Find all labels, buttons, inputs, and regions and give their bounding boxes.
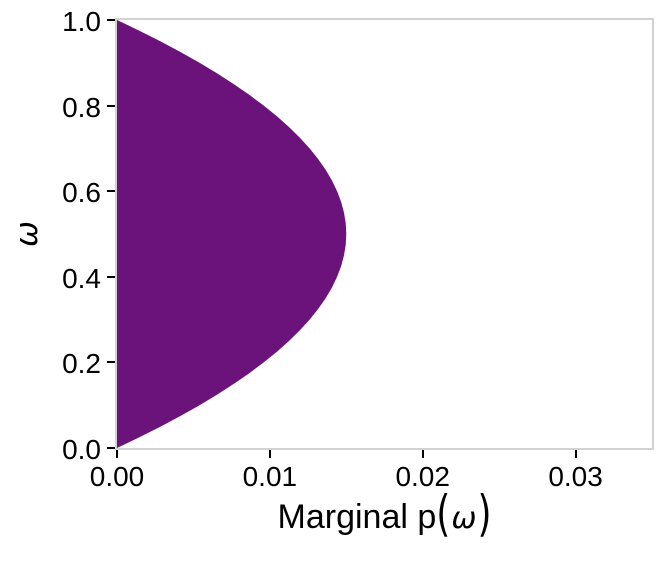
x-tick-label: 0.00 [89, 461, 145, 492]
x-tick-mark [574, 450, 577, 458]
y-tick-mark [107, 190, 115, 193]
y-tick-mark [107, 361, 115, 364]
y-axis-label-omega-symbol: ω [9, 221, 45, 247]
y-tick-label: 0.8 [62, 91, 101, 123]
x-axis-label-omega-symbol: ω [451, 501, 477, 536]
x-axis-label-text: Marginal p [277, 498, 437, 536]
y-tick-label: 0.0 [62, 434, 101, 465]
y-tick-label: 0.6 [62, 177, 101, 209]
y-tick-mark [107, 275, 115, 278]
y-axis-label: ω [9, 221, 45, 247]
y-tick-mark [107, 19, 115, 21]
x-tick-label: 0.02 [395, 461, 450, 492]
x-tick-mark [116, 450, 118, 458]
x-tick-mark [268, 450, 271, 458]
y-tick-label: 1.0 [62, 6, 101, 37]
x-tick-label: 0.03 [548, 461, 603, 492]
y-tick-label: 0.4 [62, 262, 101, 294]
y-tick-mark [107, 447, 115, 449]
x-axis-label-close-paren: ) [477, 487, 492, 543]
x-tick-mark [421, 450, 424, 458]
marginal-distribution-plot [117, 20, 347, 448]
plot-panel [115, 18, 654, 450]
x-tick-label: 0.01 [242, 461, 298, 492]
area-series-marginal [117, 20, 347, 448]
y-tick-label: 0.2 [62, 348, 101, 380]
x-axis-label: Marginal p(ω) [117, 487, 652, 542]
y-tick-mark [107, 104, 115, 107]
x-axis-label-open-paren: ( [436, 487, 451, 543]
